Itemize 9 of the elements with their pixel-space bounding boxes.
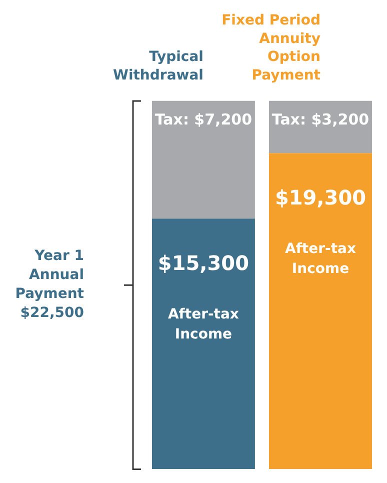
x-tick-label: Typical Withdrawal xyxy=(113,49,204,84)
series-label: After-tax Income xyxy=(168,306,239,342)
data-label: $19,300 xyxy=(274,185,366,210)
data-label: Tax: $7,200 xyxy=(154,110,252,129)
text: After-tax Income xyxy=(284,240,356,277)
data-label: Tax: $3,200 xyxy=(272,110,370,129)
x-tick-label: Fixed Period Annuity Option Payment xyxy=(222,12,321,84)
data-label: $15,300 xyxy=(158,250,249,275)
text: Year 1 Annual Payment $22,500 xyxy=(14,246,84,323)
